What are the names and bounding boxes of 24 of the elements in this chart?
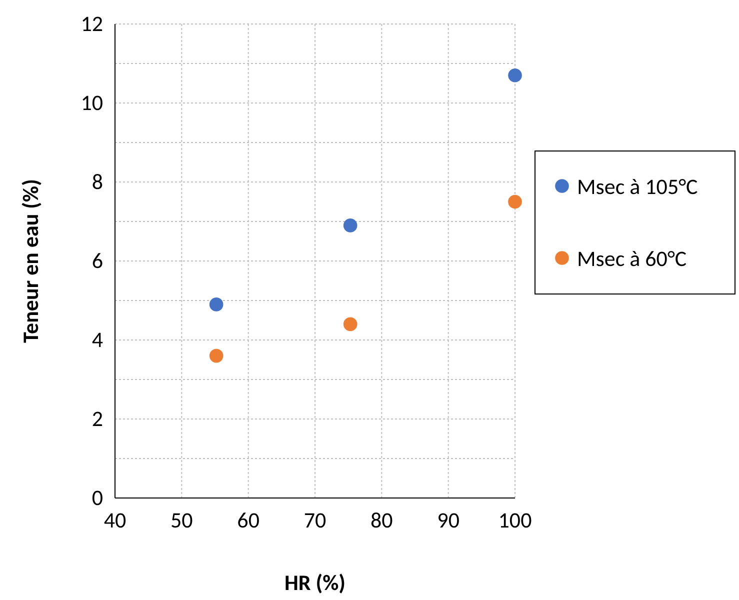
- y-tick-label: 0: [92, 484, 103, 512]
- point: [209, 298, 224, 312]
- legend-label: Msec à 60°C: [577, 245, 687, 272]
- point: [209, 348, 224, 363]
- y-axis-title: Teneur en eau (%): [17, 179, 44, 343]
- y-tick-label: 8: [92, 168, 103, 196]
- x-axis-title: HR (%): [284, 569, 346, 596]
- y-tick-label: 12: [80, 10, 103, 38]
- point: [343, 317, 358, 332]
- x-tick-label: 90: [437, 506, 460, 534]
- y-tick-label: 6: [92, 247, 103, 274]
- point: [343, 218, 358, 232]
- x-tick-label: 40: [104, 506, 126, 534]
- x-tick-label: 50: [170, 506, 193, 534]
- y-tick-label: 4: [92, 326, 103, 354]
- x-tick-label: 60: [237, 506, 260, 534]
- point: [508, 194, 522, 209]
- y-tick-label: 2: [92, 405, 103, 432]
- y-tick-label: 10: [80, 89, 103, 116]
- x-tick-label: 100: [498, 506, 532, 534]
- point: [508, 68, 522, 82]
- x-tick-label: 80: [370, 506, 393, 534]
- x-tick-label: 70: [304, 506, 326, 534]
- legend-label: Msec à 105°C: [577, 173, 698, 200]
